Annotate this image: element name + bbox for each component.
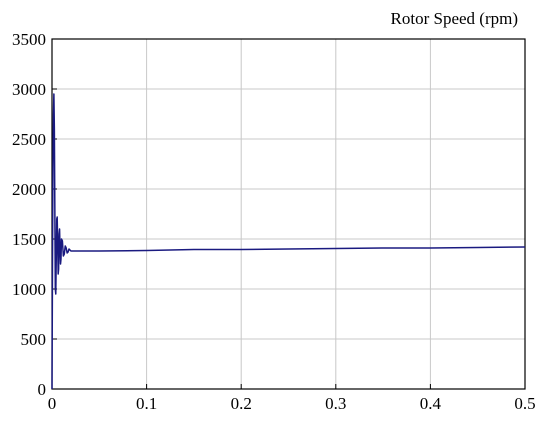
x-tick-label: 0.3 [325, 394, 346, 413]
series-layer [51, 93, 526, 390]
x-tick-label: 0.4 [420, 394, 442, 413]
grid-lines [52, 39, 525, 389]
y-tick-label: 500 [21, 330, 47, 349]
y-tick-label: 3000 [12, 80, 46, 99]
y-tick-label: 0 [38, 380, 47, 399]
plot-frame [51, 38, 526, 390]
y-tick-label: 2500 [12, 130, 46, 149]
series-line-rotor-speed [51, 93, 526, 390]
y-tick-label: 2000 [12, 180, 46, 199]
x-tick-label: 0.1 [136, 394, 157, 413]
y-tick-label: 1000 [12, 280, 46, 299]
chart-title: Rotor Speed (rpm) [391, 9, 518, 28]
x-tick-label: 0.2 [231, 394, 252, 413]
y-tick-label: 1500 [12, 230, 46, 249]
x-tick-label: 0 [48, 394, 57, 413]
y-tick-label: 3500 [12, 30, 46, 49]
x-axis-ticks: 0 0.1 0.2 0.3 0.4 0.5 [48, 384, 536, 413]
y-axis-ticks: 0 500 1000 1500 2000 2500 3000 3500 [12, 30, 57, 399]
x-tick-label: 0.5 [514, 394, 535, 413]
